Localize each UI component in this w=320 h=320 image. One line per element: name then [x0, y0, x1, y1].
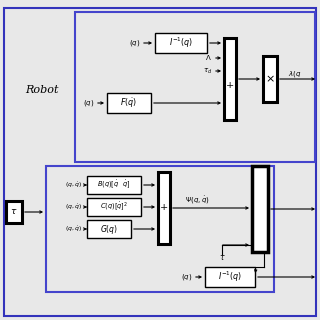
Bar [107, 93, 151, 113]
Text: $F(\dot{q})$: $F(\dot{q})$ [120, 96, 138, 110]
Text: $\lambda(q$: $\lambda(q$ [288, 69, 302, 79]
Text: $C(q)[\dot{q}]^2$: $C(q)[\dot{q}]^2$ [100, 201, 128, 213]
Text: $\tau$: $\tau$ [10, 207, 18, 217]
Bar [87, 198, 141, 216]
Bar [6, 201, 22, 223]
Text: $G(q)$: $G(q)$ [100, 222, 118, 236]
Text: $B(q)[\dot{q}\ \ \dot{q}]$: $B(q)[\dot{q}\ \ \dot{q}]$ [97, 179, 131, 191]
Text: $\Lambda$: $\Lambda$ [205, 53, 212, 62]
Text: Robot: Robot [25, 85, 59, 95]
Text: $\tau_d$: $\tau_d$ [203, 67, 212, 76]
Bar [75, 12, 315, 162]
Text: +: + [226, 81, 234, 90]
Bar [87, 176, 141, 194]
Text: $(q,\dot{q})$: $(q,\dot{q})$ [65, 202, 82, 212]
Text: $(q,\dot{q})$: $(q,\dot{q})$ [65, 180, 82, 190]
Text: $\Psi(q,\dot{q})$: $\Psi(q,\dot{q})$ [185, 194, 210, 206]
Bar [158, 172, 170, 244]
Text: +: + [160, 204, 168, 212]
Bar [155, 33, 207, 53]
Text: $\times$: $\times$ [265, 74, 275, 84]
Text: $(q)$: $(q)$ [83, 98, 94, 108]
Bar [263, 56, 277, 102]
Bar [224, 38, 236, 120]
Text: $(q)$: $(q)$ [181, 272, 192, 282]
Text: $I^{-1}(q)$: $I^{-1}(q)$ [169, 36, 193, 50]
Bar [46, 166, 274, 292]
Text: $(q,\dot{q})$: $(q,\dot{q})$ [65, 224, 82, 234]
Text: $\tau$: $\tau$ [219, 252, 225, 261]
Text: $(q)$: $(q)$ [129, 38, 140, 48]
Bar [252, 166, 268, 252]
Bar [87, 220, 131, 238]
Bar [205, 267, 255, 287]
Text: $I^{-1}(q)$: $I^{-1}(q)$ [218, 270, 242, 284]
